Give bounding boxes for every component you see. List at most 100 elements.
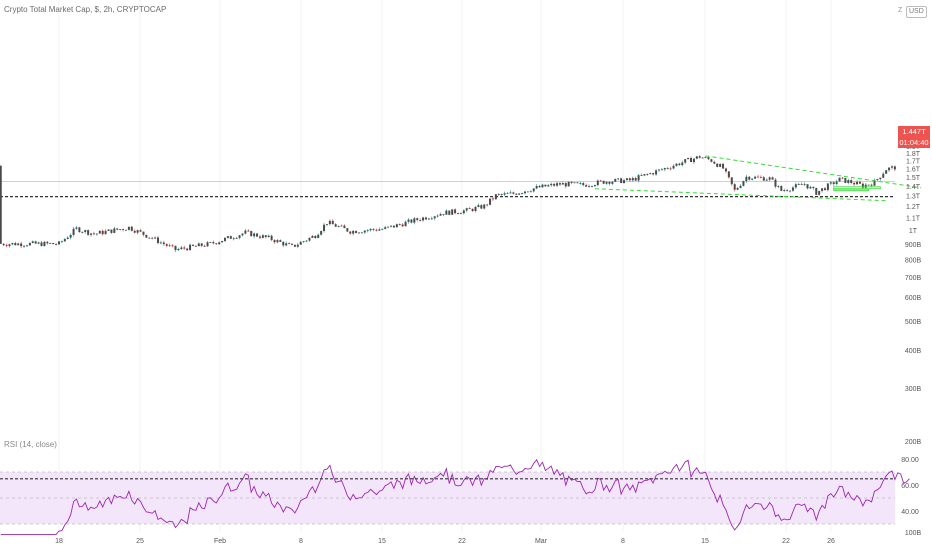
candle-body	[480, 205, 483, 209]
candle-body	[800, 184, 803, 185]
candle-body	[599, 180, 602, 182]
candle-body	[159, 242, 162, 244]
candle-body	[494, 194, 497, 200]
candle-body	[442, 214, 445, 215]
candle-body	[296, 244, 299, 247]
candle-body	[180, 247, 183, 249]
candle-body	[611, 181, 614, 184]
candle-body	[72, 228, 75, 235]
candle-body	[183, 247, 186, 249]
currency-badge[interactable]: USD	[906, 6, 927, 18]
candle-body	[687, 157, 690, 160]
candle-body	[724, 168, 727, 172]
candle-body	[66, 237, 69, 240]
candlestick-series	[0, 155, 896, 253]
candle-body	[652, 173, 655, 175]
candle-body	[247, 230, 250, 232]
x-tick-label: 22	[458, 538, 466, 545]
rsi-indicator-label[interactable]: RSI (14, close)	[4, 440, 57, 449]
candle-body	[372, 228, 375, 230]
x-tick-label: 26	[827, 538, 835, 545]
candle-body	[483, 204, 486, 209]
candle-body	[809, 186, 812, 189]
candle-body	[789, 190, 792, 192]
candle-body	[745, 176, 748, 182]
candle-body	[506, 193, 509, 195]
candle-body	[794, 184, 797, 188]
candle-body	[122, 229, 125, 230]
y-tick-label: 1.6T	[906, 166, 921, 173]
candle-body	[885, 170, 888, 174]
candle-body	[856, 181, 859, 185]
candle-body	[285, 243, 288, 246]
candle-body	[5, 245, 8, 247]
candle-body	[104, 230, 107, 235]
candle-body	[832, 182, 835, 185]
candle-body	[317, 234, 320, 239]
candle-body	[8, 244, 11, 247]
candle-body	[20, 243, 23, 247]
candle-body	[343, 225, 346, 229]
candle-body	[675, 163, 678, 166]
candle-body	[561, 183, 564, 185]
chart-title: Crypto Total Market Cap, $, 2h, CRYPTOCA…	[4, 5, 167, 14]
candle-body	[777, 185, 780, 187]
candle-body	[340, 225, 343, 227]
candle-body	[241, 233, 244, 236]
candle-body	[25, 245, 28, 247]
candle-body	[550, 183, 553, 186]
scale-z-icon[interactable]: Z	[898, 7, 903, 14]
y-tick-label: 1.1T	[906, 215, 921, 222]
candle-body	[797, 184, 800, 185]
candle-body	[491, 198, 494, 200]
candle-body	[564, 183, 567, 187]
x-tick-label: 18	[55, 538, 63, 545]
candle-body	[771, 177, 774, 180]
candle-body	[384, 227, 387, 229]
y-tick-label: 600B	[905, 295, 922, 302]
candle-body	[302, 241, 305, 243]
candle-body	[806, 184, 809, 189]
candle-body	[363, 230, 366, 233]
candle-body	[710, 159, 713, 162]
candle-body	[264, 235, 267, 237]
range-box	[833, 186, 881, 190]
candle-body	[31, 241, 34, 243]
candle-body	[229, 236, 232, 239]
candle-body	[232, 238, 235, 240]
candle-body	[58, 241, 60, 245]
candle-body	[823, 188, 826, 191]
candle-body	[657, 169, 660, 171]
candle-body	[218, 242, 221, 245]
candle-body	[663, 168, 666, 170]
candle-body	[515, 193, 518, 195]
candle-body	[142, 231, 145, 235]
candle-body	[678, 163, 681, 166]
candle-body	[582, 183, 585, 186]
candle-body	[518, 193, 521, 195]
candle-body	[477, 205, 480, 207]
candle-body	[34, 241, 37, 244]
candle-body	[133, 230, 136, 233]
candle-body	[791, 187, 794, 191]
candle-body	[882, 173, 885, 178]
candle-body	[524, 191, 526, 194]
candle-body	[643, 174, 646, 176]
candle-body	[49, 243, 52, 244]
candle-body	[151, 237, 154, 239]
candle-body	[742, 181, 745, 186]
candle-body	[75, 227, 78, 229]
candle-body	[334, 224, 337, 227]
candle-body	[570, 181, 573, 183]
candle-body	[786, 190, 789, 192]
last-price-value: 1.447T	[902, 127, 926, 136]
candle-body	[130, 226, 133, 231]
candle-body	[672, 165, 675, 169]
candle-body	[430, 218, 433, 220]
candle-body	[84, 230, 87, 232]
candle-body	[174, 245, 177, 251]
candle-body	[780, 185, 783, 191]
candle-body	[2, 243, 5, 246]
x-tick-label: 15	[701, 538, 709, 545]
